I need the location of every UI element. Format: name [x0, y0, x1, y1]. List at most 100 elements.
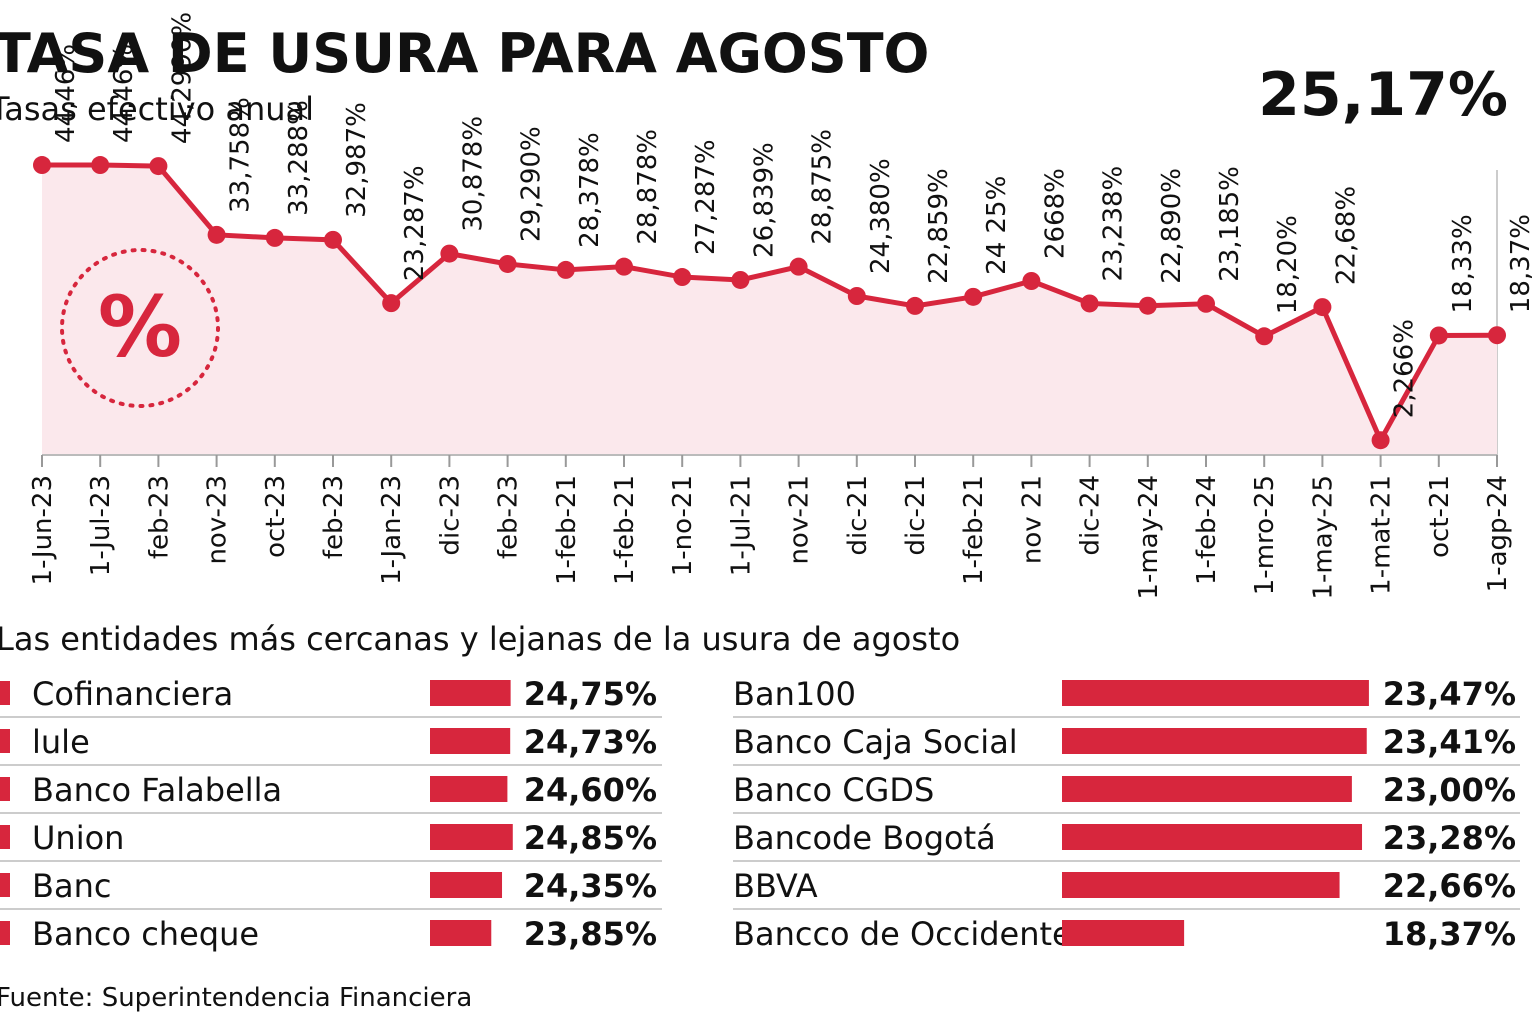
entity-name: Banco Falabella — [32, 771, 282, 809]
entity-value: 22,66% — [1383, 867, 1516, 905]
data-label: 32,987% — [342, 102, 372, 218]
data-label: 24,380% — [866, 158, 896, 274]
point — [556, 260, 575, 279]
entity-value: 23,47% — [1383, 675, 1516, 713]
x-tick-label: 1-mro-25 — [1250, 475, 1280, 595]
bar — [1062, 728, 1367, 754]
data-label: 28,878% — [633, 129, 663, 245]
x-tick-label: nov 21 — [1017, 475, 1047, 564]
title: TASA DE USURA PARA AGOSTO — [0, 22, 929, 85]
entity-name: Union — [32, 819, 124, 857]
point — [91, 156, 110, 175]
bar — [430, 776, 508, 802]
point — [1197, 294, 1215, 313]
point — [1080, 294, 1099, 313]
point — [615, 257, 633, 276]
data-label: 18,20% — [1273, 215, 1303, 314]
subtitle: Tasas efectivo anual — [0, 90, 314, 128]
bullet — [0, 777, 10, 801]
bar — [430, 728, 511, 754]
entity-value: 24,75% — [524, 675, 657, 713]
x-tick-label: 1-feb-24 — [1192, 475, 1222, 585]
data-label: 26,839% — [749, 142, 779, 258]
bullet — [0, 729, 10, 753]
entity-value: 23,00% — [1383, 771, 1516, 809]
x-tick-label: 1-Jul-23 — [86, 475, 116, 576]
x-tick-label: nov-21 — [785, 475, 815, 565]
point — [673, 268, 692, 287]
data-label: 28,875% — [808, 129, 838, 245]
x-tick-label: 1-agp-24 — [1483, 475, 1513, 592]
data-label: 30,878% — [458, 116, 488, 232]
x-tick-label: feb-23 — [319, 475, 349, 559]
x-tick-label: 1-feb-21 — [610, 475, 640, 585]
data-label: 28,378% — [575, 132, 605, 248]
point — [964, 287, 983, 306]
point — [324, 230, 342, 249]
data-label: 44,46% — [51, 44, 81, 143]
x-tick-label: 1-Jan-23 — [377, 475, 407, 585]
point — [1429, 326, 1448, 345]
x-tick-label: 1-Jun-23 — [28, 475, 58, 585]
x-tick-label: feb-23 — [144, 475, 174, 559]
bar — [430, 680, 511, 706]
bar — [1062, 872, 1340, 898]
entity-name: lule — [32, 723, 90, 761]
bullet — [0, 825, 10, 849]
x-tick-label: dic-23 — [435, 475, 465, 556]
entity-name: Banc — [32, 867, 111, 905]
entity-name: Banco CGDS — [733, 771, 934, 809]
entity-value: 24,60% — [524, 771, 657, 809]
source: Fuente: Superintendencia Financiera — [0, 983, 472, 1013]
entity-value: 23,85% — [524, 915, 657, 953]
entity-name: BBVA — [733, 867, 818, 905]
icon-ring — [60, 248, 220, 408]
entity-name: Banco cheque — [32, 915, 259, 953]
x-tick-label: dic-24 — [1076, 475, 1106, 556]
x-tick-label: dic-21 — [843, 475, 873, 556]
headline: 25,17% — [1258, 60, 1508, 130]
data-label: 22,890% — [1157, 168, 1187, 284]
x-tick-label: 1-may-25 — [1308, 475, 1338, 600]
point — [1138, 296, 1157, 315]
entity-value: 24,73% — [524, 723, 657, 761]
data-label: 23,238% — [1099, 166, 1129, 282]
x-tick-label: 1-may-24 — [1134, 475, 1164, 600]
x-tick-label: 1-mat-21 — [1367, 475, 1397, 595]
data-label: 33,288% — [284, 100, 314, 216]
point — [1022, 272, 1041, 290]
point — [1371, 431, 1390, 450]
table-title: Las entidades más cercanas y lejanas de … — [0, 620, 960, 658]
bullet — [0, 873, 10, 897]
point — [149, 157, 168, 176]
point — [906, 296, 924, 315]
x-tick-label: feb-23 — [494, 475, 524, 559]
entity-name: Bancode Bogotá — [733, 819, 996, 857]
data-label: 22,859% — [924, 168, 954, 284]
entity-name: Banco Caja Social — [733, 723, 1018, 761]
data-label: 44,46% — [109, 44, 139, 143]
bullet — [0, 921, 10, 945]
icon: % — [98, 278, 182, 376]
point — [33, 156, 51, 175]
point — [731, 270, 750, 289]
data-label: 2,266% — [1390, 319, 1420, 418]
data-label: 24 25% — [982, 176, 1012, 275]
entity-value: 23,41% — [1383, 723, 1516, 761]
entity-value: 18,37% — [1383, 915, 1516, 953]
bar — [430, 920, 492, 946]
data-label: 18,33% — [1448, 214, 1478, 313]
point — [847, 287, 866, 305]
point — [207, 225, 226, 244]
x-tick-label: oct-21 — [1425, 475, 1455, 558]
x-tick-label: 1-feb-21 — [959, 475, 989, 585]
x-tick-label: 1-feb-21 — [552, 475, 582, 585]
data-label: 23,287% — [400, 165, 430, 281]
x-tick-label: 1-Jul-21 — [726, 475, 756, 576]
entity-name: Cofinanciera — [32, 675, 233, 713]
point — [382, 294, 401, 313]
bar — [430, 872, 503, 898]
data-label: 33,758% — [226, 97, 256, 213]
entity-name: Ban100 — [733, 675, 856, 713]
data-label: 44,2990% — [167, 12, 197, 144]
